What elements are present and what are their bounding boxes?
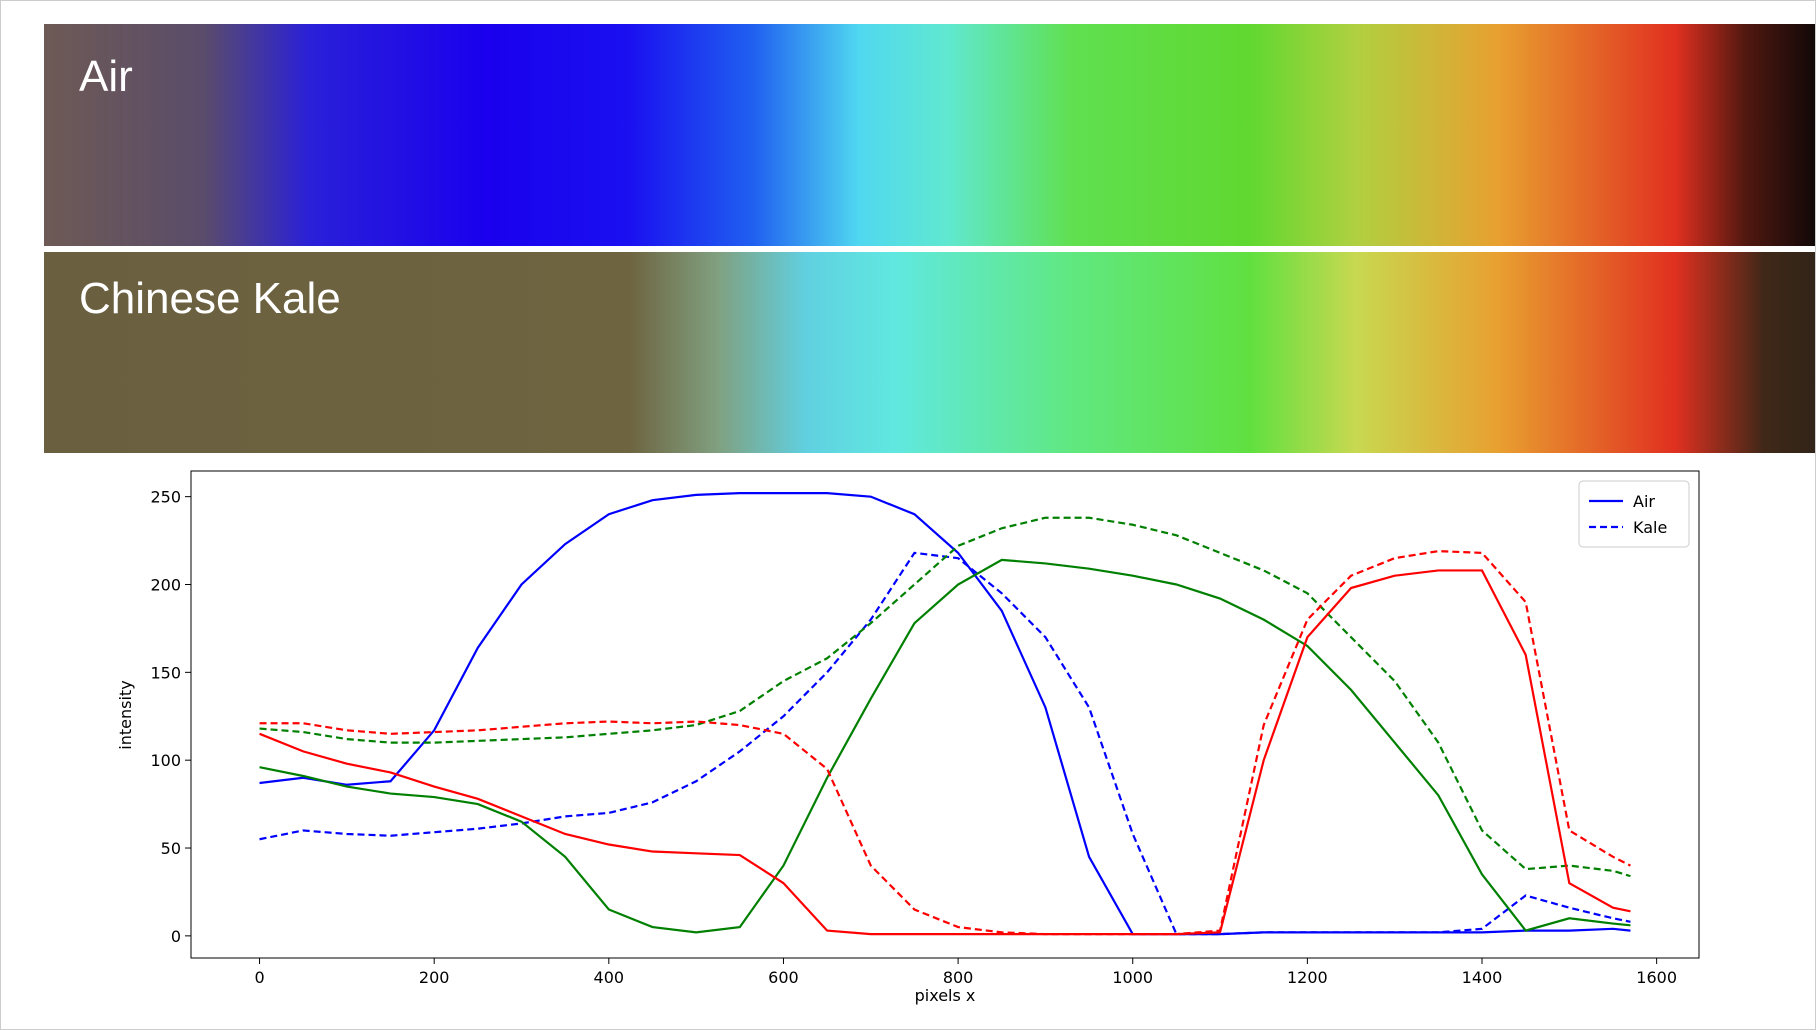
series-line: [259, 569, 1631, 936]
x-tick-label: 0: [254, 968, 264, 987]
y-tick-label: 50: [161, 839, 181, 858]
plot-area: [190, 470, 1700, 959]
series-line: [259, 558, 1631, 934]
x-tick-label: 600: [768, 968, 799, 987]
legend-box: [1578, 480, 1690, 548]
y-tick-label: 200: [150, 575, 181, 594]
x-tick-label: 400: [594, 968, 625, 987]
legend-label: Kale: [1633, 518, 1667, 537]
y-tick-label: 100: [150, 751, 181, 770]
spectrum-image: Air: [44, 24, 1815, 246]
y-tick-label: 150: [150, 663, 181, 682]
x-tick-label: 1600: [1636, 968, 1677, 987]
y-axis-label: intensity: [116, 680, 135, 749]
y-tick-label: 0: [171, 927, 181, 946]
x-axis-label: pixels x: [915, 986, 976, 1005]
spectrum-image: Chinese Kale: [44, 252, 1815, 453]
x-tick-label: 1200: [1287, 968, 1328, 987]
series-line: [259, 551, 1631, 936]
x-tick-label: 800: [943, 968, 974, 987]
series-line: [259, 550, 1631, 936]
x-tick-label: 1400: [1462, 968, 1503, 987]
image-label: Chinese Kale: [79, 274, 341, 323]
x-tick-label: 200: [419, 968, 450, 987]
series-line: [259, 516, 1631, 878]
y-tick-label: 250: [150, 488, 181, 507]
x-tick-label: 1000: [1112, 968, 1153, 987]
legend-label: Air: [1633, 492, 1655, 511]
image-label: Air: [79, 52, 133, 101]
